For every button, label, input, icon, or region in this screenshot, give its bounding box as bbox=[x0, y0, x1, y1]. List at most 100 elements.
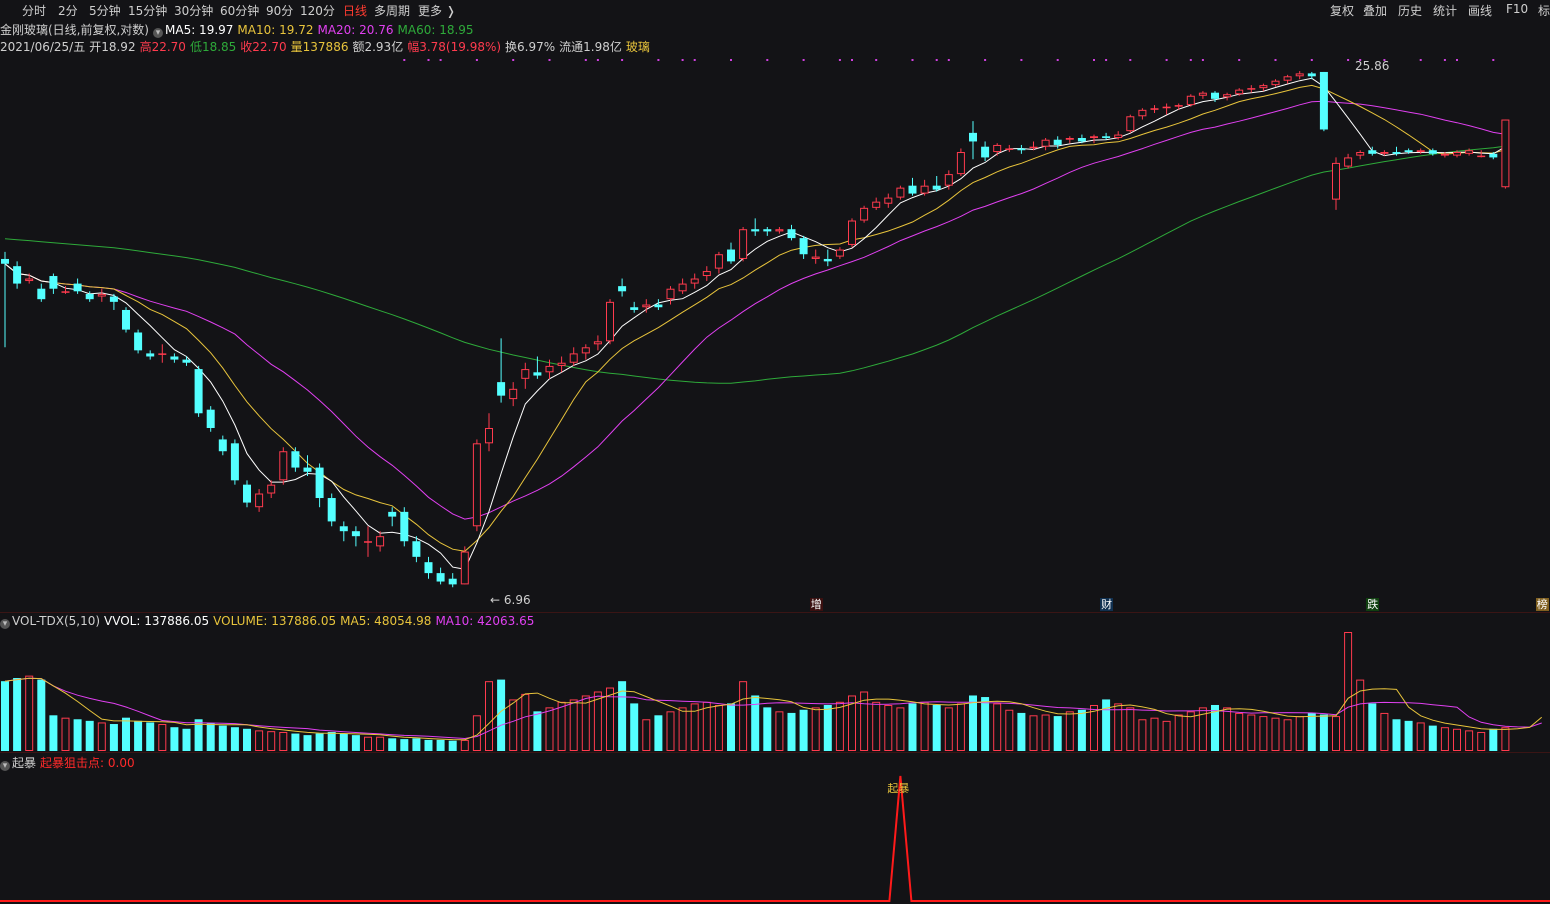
candle-body-up bbox=[472, 443, 481, 527]
period-tab-daily[interactable]: 日线 bbox=[343, 4, 368, 18]
candle-body-up bbox=[1186, 95, 1195, 106]
volume-bar-up bbox=[1065, 711, 1074, 751]
signal-dot bbox=[657, 59, 660, 61]
candle-body-up bbox=[1440, 153, 1449, 156]
event-marker[interactable]: 财 bbox=[1100, 598, 1114, 611]
period-tab-120min[interactable]: 120分 bbox=[300, 4, 335, 18]
quote-sector[interactable]: 玻璃 bbox=[625, 40, 650, 54]
volume-bar-down bbox=[751, 695, 760, 751]
candle-body-down bbox=[787, 229, 796, 239]
settings-toggle-icon[interactable]: ▾ bbox=[153, 28, 163, 38]
signal-dot bbox=[1274, 59, 1277, 61]
volume-toggle-icon[interactable]: ▾ bbox=[0, 619, 10, 629]
overlay-button[interactable]: 叠加 bbox=[1363, 4, 1388, 18]
candle-body-down bbox=[388, 511, 397, 517]
fuquan-button[interactable]: 复权 bbox=[1330, 4, 1355, 18]
volume-legend: ▾ VOL-TDX(5,10) VVOL: 137886.05 VOLUME: 137… bbox=[0, 614, 538, 629]
candle-body-up bbox=[1198, 92, 1207, 96]
quote-high: 高22.70 bbox=[139, 40, 186, 54]
period-tab-5min[interactable]: 5分钟 bbox=[89, 4, 121, 18]
quote-turnover: 换6.97% bbox=[505, 40, 556, 54]
stats-button[interactable]: 统计 bbox=[1433, 4, 1458, 18]
candle-body-up bbox=[267, 484, 276, 494]
period-tab-more[interactable]: 更多 ❭ bbox=[418, 4, 456, 18]
indicator-toggle-icon[interactable]: ▾ bbox=[0, 761, 10, 771]
candle-body-down bbox=[146, 353, 155, 357]
history-button[interactable]: 历史 bbox=[1398, 4, 1423, 18]
candle-body-down bbox=[170, 356, 179, 360]
volume-bar-down bbox=[981, 697, 990, 751]
period-tab-90min[interactable]: 90分 bbox=[266, 4, 294, 18]
signal-dot bbox=[1383, 59, 1386, 61]
candle-body-down bbox=[981, 146, 990, 158]
period-tab-60min[interactable]: 60分钟 bbox=[220, 4, 260, 18]
candle-body-up bbox=[569, 353, 578, 363]
vol-ma5-value: MA5: 48054.98 bbox=[340, 614, 432, 628]
period-tab-15min[interactable]: 15分钟 bbox=[128, 4, 168, 18]
event-marker[interactable]: 增 bbox=[809, 598, 823, 611]
volume-bar-up bbox=[1295, 716, 1304, 751]
candle-body-down bbox=[412, 541, 421, 557]
signal-dot bbox=[584, 59, 587, 61]
candle-body-up bbox=[860, 207, 869, 221]
panel-divider-volume bbox=[0, 612, 1550, 613]
volume-bar-up bbox=[581, 695, 590, 752]
volume-bar-down bbox=[618, 681, 627, 751]
candle-body-up bbox=[920, 185, 929, 194]
mark-button[interactable]: 标 bbox=[1538, 4, 1550, 18]
signal-dot bbox=[766, 59, 769, 61]
volume-indicator-name[interactable]: VOL-TDX(5,10) bbox=[12, 614, 101, 628]
period-tab-fenshi[interactable]: 分时 bbox=[22, 4, 47, 18]
candle-body-up bbox=[1247, 88, 1256, 90]
volume-bar-up bbox=[944, 707, 953, 751]
volume-bar-down bbox=[170, 727, 179, 751]
volume-bar-up bbox=[1453, 728, 1461, 752]
candle-body-up bbox=[1501, 119, 1510, 188]
candle-body-up bbox=[956, 152, 965, 175]
indicator-name[interactable]: 起暴 bbox=[12, 756, 37, 770]
candle-body-up bbox=[1090, 136, 1098, 138]
signal-dot bbox=[512, 59, 515, 61]
candle-body-up bbox=[944, 174, 953, 186]
period-tab-30min[interactable]: 30分钟 bbox=[174, 4, 214, 18]
candle-body-down bbox=[932, 185, 941, 190]
candle-body-up bbox=[1235, 89, 1244, 95]
volume-bar-down bbox=[194, 719, 203, 751]
candle-body-up bbox=[702, 271, 711, 277]
volume-bar-down bbox=[49, 715, 58, 751]
signal-dot bbox=[1492, 59, 1495, 61]
candle-body-down bbox=[206, 409, 215, 428]
candle-body-down bbox=[618, 286, 627, 292]
volume-bar-up bbox=[267, 731, 276, 752]
candle-body-down bbox=[1428, 150, 1437, 154]
f10-button[interactable]: F10 bbox=[1506, 2, 1529, 16]
candle-body-down bbox=[339, 526, 348, 532]
candle-body-down bbox=[448, 578, 457, 585]
volume-bar-down bbox=[37, 679, 46, 751]
candle-body-up bbox=[606, 301, 614, 342]
volume-bar-down bbox=[630, 703, 639, 751]
period-tab-2min[interactable]: 2分 bbox=[58, 4, 78, 18]
vvol-value: VVOL: 137886.05 bbox=[104, 614, 210, 628]
candle-body-down bbox=[1077, 137, 1086, 142]
volume-bar-down bbox=[85, 720, 94, 751]
signal-dot bbox=[875, 59, 878, 61]
quote-change: 幅3.78(19.98%) bbox=[407, 40, 502, 54]
signal-dot bbox=[802, 59, 805, 61]
volume-bar-down bbox=[400, 739, 409, 751]
event-marker[interactable]: 跌 bbox=[1366, 598, 1380, 611]
candle-body-up bbox=[1065, 137, 1074, 140]
volume-bar-up bbox=[920, 701, 929, 752]
candle-body-down bbox=[654, 304, 663, 308]
candle-body-down bbox=[243, 484, 251, 503]
candle-body-up bbox=[1356, 152, 1365, 156]
volume-bar-down bbox=[1392, 719, 1401, 751]
period-tab-multi[interactable]: 多周期 bbox=[374, 4, 411, 18]
volume-bar-up bbox=[690, 703, 699, 752]
volume-bar-up bbox=[1416, 722, 1425, 752]
event-marker[interactable]: 榜 bbox=[1535, 598, 1549, 611]
volume-bar-up bbox=[1186, 711, 1195, 751]
volume-bar-up bbox=[714, 704, 723, 752]
draw-button[interactable]: 画线 bbox=[1468, 4, 1493, 18]
